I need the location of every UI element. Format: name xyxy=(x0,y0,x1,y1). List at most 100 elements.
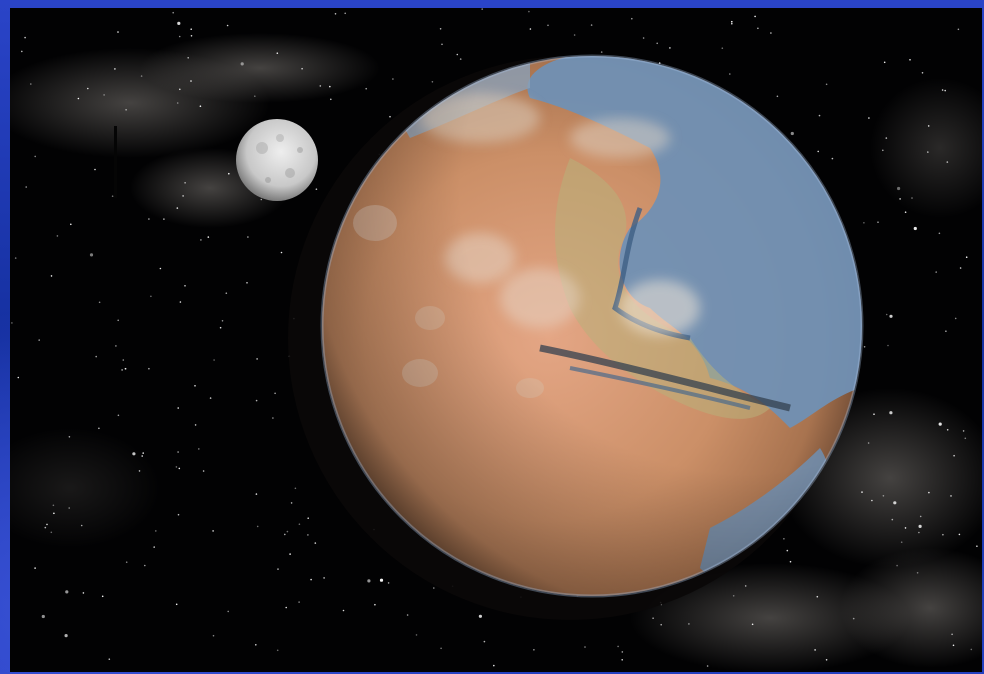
star xyxy=(118,415,120,417)
star xyxy=(928,492,930,494)
star xyxy=(177,451,179,453)
star xyxy=(374,604,376,606)
star xyxy=(896,565,898,567)
star xyxy=(53,513,55,515)
star xyxy=(34,156,36,158)
star xyxy=(460,58,462,60)
space-illustration xyxy=(10,8,982,672)
star xyxy=(15,257,17,259)
star xyxy=(877,221,879,223)
star xyxy=(208,236,210,238)
star xyxy=(966,256,968,258)
star xyxy=(148,218,150,220)
star xyxy=(115,345,117,347)
star xyxy=(246,282,248,284)
star xyxy=(942,534,944,536)
star xyxy=(365,88,367,90)
star xyxy=(643,37,645,39)
star xyxy=(853,618,855,620)
star xyxy=(195,424,197,426)
star xyxy=(479,615,482,618)
star xyxy=(34,567,36,569)
star xyxy=(914,227,917,230)
star xyxy=(947,429,949,431)
star xyxy=(112,195,114,197)
star xyxy=(942,89,944,91)
star xyxy=(228,173,230,175)
star xyxy=(963,430,965,432)
star xyxy=(30,83,32,85)
star xyxy=(622,651,624,653)
star xyxy=(46,524,48,526)
star xyxy=(733,595,735,597)
star xyxy=(344,13,346,15)
star xyxy=(528,11,530,13)
star xyxy=(951,634,953,636)
star xyxy=(81,525,83,527)
star xyxy=(826,84,828,86)
star xyxy=(126,561,128,563)
star xyxy=(484,641,486,643)
star xyxy=(184,285,186,287)
star xyxy=(945,330,947,332)
star xyxy=(367,579,370,582)
star xyxy=(178,514,180,516)
star xyxy=(142,452,144,454)
star xyxy=(441,44,443,46)
star xyxy=(688,623,690,625)
star xyxy=(176,604,178,606)
star xyxy=(177,102,179,104)
star xyxy=(200,105,202,107)
star xyxy=(203,470,205,472)
star xyxy=(953,455,955,457)
star xyxy=(21,51,23,53)
star xyxy=(440,648,442,650)
star xyxy=(754,16,756,18)
star xyxy=(433,587,435,589)
star xyxy=(826,659,828,661)
star xyxy=(103,94,105,96)
star xyxy=(591,24,593,26)
star xyxy=(163,218,165,220)
star xyxy=(307,517,309,519)
space-scene xyxy=(10,8,982,672)
star xyxy=(868,442,870,444)
star xyxy=(179,89,181,91)
star xyxy=(731,23,733,25)
star xyxy=(194,385,196,387)
star xyxy=(18,377,20,379)
star xyxy=(191,35,193,37)
star xyxy=(863,222,865,224)
star xyxy=(247,236,249,238)
star xyxy=(953,645,955,647)
star xyxy=(295,488,297,490)
star xyxy=(177,407,179,409)
star xyxy=(179,468,181,470)
star xyxy=(99,302,101,304)
star xyxy=(631,18,633,20)
star xyxy=(102,596,104,598)
star xyxy=(722,47,724,49)
star xyxy=(90,253,93,256)
star xyxy=(886,314,888,316)
star xyxy=(889,315,892,318)
star xyxy=(289,553,291,555)
star xyxy=(220,327,222,329)
star xyxy=(817,151,819,153)
star xyxy=(153,546,155,548)
star xyxy=(70,224,72,226)
star xyxy=(481,8,483,10)
star xyxy=(959,534,961,536)
star xyxy=(24,37,26,39)
star xyxy=(256,493,258,495)
star xyxy=(530,28,532,30)
star xyxy=(213,359,215,361)
star xyxy=(777,96,779,98)
star xyxy=(227,25,229,27)
star xyxy=(939,423,942,426)
star xyxy=(285,607,287,609)
star xyxy=(176,466,178,468)
star xyxy=(114,68,116,70)
star xyxy=(212,530,214,532)
